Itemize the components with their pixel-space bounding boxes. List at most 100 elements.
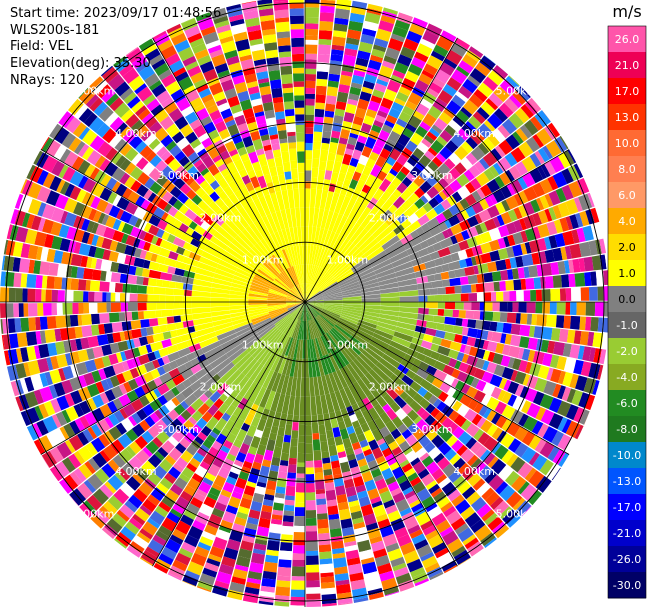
range-gate-bin	[319, 21, 334, 32]
range-gate-bin	[428, 225, 442, 237]
range-gate-bin	[402, 486, 414, 496]
range-gate-bin	[403, 161, 414, 172]
range-gate-bin	[404, 395, 414, 406]
range-gate-bin	[489, 321, 498, 332]
range-gate-bin	[468, 293, 478, 302]
range-gate-bin	[328, 257, 343, 274]
range-gate-bin	[515, 500, 532, 517]
range-gate-bin	[406, 30, 423, 44]
range-gate-bin	[341, 526, 355, 537]
range-gate-bin	[483, 292, 492, 302]
range-gate-bin	[408, 115, 422, 129]
range-gate-bin	[421, 496, 436, 509]
range-gate-bin	[305, 287, 319, 302]
range-gate-bin	[409, 476, 422, 487]
range-gate-bin	[442, 208, 453, 220]
range-gate-bin	[496, 157, 512, 172]
range-gate-bin	[398, 111, 412, 123]
range-gate-bin	[451, 439, 464, 453]
range-gate-bin	[426, 87, 439, 98]
range-gate-bin	[552, 171, 568, 188]
range-gate-bin	[321, 284, 340, 295]
range-gate-bin	[478, 209, 492, 223]
range-gate-bin	[389, 219, 401, 231]
range-gate-bin	[329, 392, 341, 412]
range-gate-bin	[305, 377, 310, 397]
range-gate-bin	[319, 149, 329, 162]
range-gate-bin	[458, 557, 472, 566]
range-gate-bin	[374, 136, 387, 149]
range-gate-bin	[336, 91, 349, 103]
range-gate-bin	[544, 208, 553, 222]
range-gate-bin	[425, 23, 443, 37]
range-gate-bin	[349, 225, 365, 243]
range-gate-bin	[313, 227, 321, 247]
range-gate-bin	[575, 212, 584, 228]
range-gate-bin	[435, 265, 443, 274]
range-gate-bin	[416, 407, 426, 417]
range-gate-bin	[305, 283, 309, 302]
range-gate-bin	[514, 442, 529, 458]
range-gate-bin	[384, 433, 396, 445]
range-gate-bin	[489, 374, 503, 388]
range-gate-bin	[357, 98, 370, 111]
range-gate-bin	[466, 386, 478, 399]
range-gate-bin	[473, 402, 484, 414]
range-gate-bin	[443, 172, 456, 185]
range-gate-bin	[465, 205, 476, 218]
range-gate-bin	[344, 148, 354, 156]
range-gate-bin	[404, 70, 419, 83]
range-gate-bin	[361, 307, 381, 314]
range-gate-bin	[336, 583, 351, 594]
range-gate-bin	[383, 586, 399, 596]
range-gate-bin	[305, 114, 314, 121]
range-gate-bin	[331, 540, 344, 550]
range-gate-bin	[448, 410, 460, 422]
range-gate-bin	[488, 165, 500, 178]
range-gate-bin	[485, 98, 499, 111]
range-gate-bin	[401, 462, 413, 473]
range-gate-bin	[468, 165, 481, 178]
range-gate-bin	[379, 426, 391, 438]
range-gate-bin	[364, 372, 381, 390]
colorbar-tick-label: -2.0	[616, 345, 637, 358]
range-gate-bin	[588, 240, 598, 256]
range-gate-bin	[314, 108, 325, 118]
range-gate-bin	[442, 364, 455, 376]
range-gate-bin	[415, 103, 430, 116]
range-gate-bin	[318, 544, 332, 553]
range-gate-bin	[322, 288, 341, 297]
range-gate-bin	[540, 163, 551, 178]
range-gate-bin	[323, 305, 343, 310]
range-gate-bin	[305, 181, 311, 189]
range-gate-bin	[325, 103, 336, 112]
range-gate-bin	[317, 518, 329, 529]
range-gate-bin	[551, 328, 561, 342]
range-gate-bin	[455, 380, 466, 392]
range-gate-bin	[394, 386, 405, 396]
range-gate-bin	[471, 497, 487, 512]
range-gate-bin	[446, 510, 462, 525]
range-gate-bin	[562, 371, 574, 387]
range-gate-bin	[494, 145, 506, 158]
range-gate-bin	[381, 382, 391, 392]
range-gate-bin	[406, 494, 419, 505]
range-gate-bin	[327, 437, 336, 446]
range-gate-bin	[312, 246, 320, 266]
range-gate-bin	[425, 327, 437, 337]
range-gate-bin	[486, 178, 501, 193]
range-gate-bin	[316, 248, 326, 267]
range-gate-bin	[448, 470, 462, 483]
range-gate-bin	[319, 313, 336, 326]
range-gate-bin	[523, 290, 531, 302]
range-gate-bin	[454, 360, 462, 370]
range-gate-bin	[388, 194, 398, 203]
range-gate-bin	[528, 239, 541, 253]
range-gate-bin	[319, 189, 329, 210]
range-gate-bin	[424, 267, 437, 276]
range-gate-bin	[351, 149, 362, 160]
range-gate-bin	[364, 571, 380, 584]
range-gate-bin	[474, 234, 483, 246]
range-gate-bin	[500, 211, 512, 225]
